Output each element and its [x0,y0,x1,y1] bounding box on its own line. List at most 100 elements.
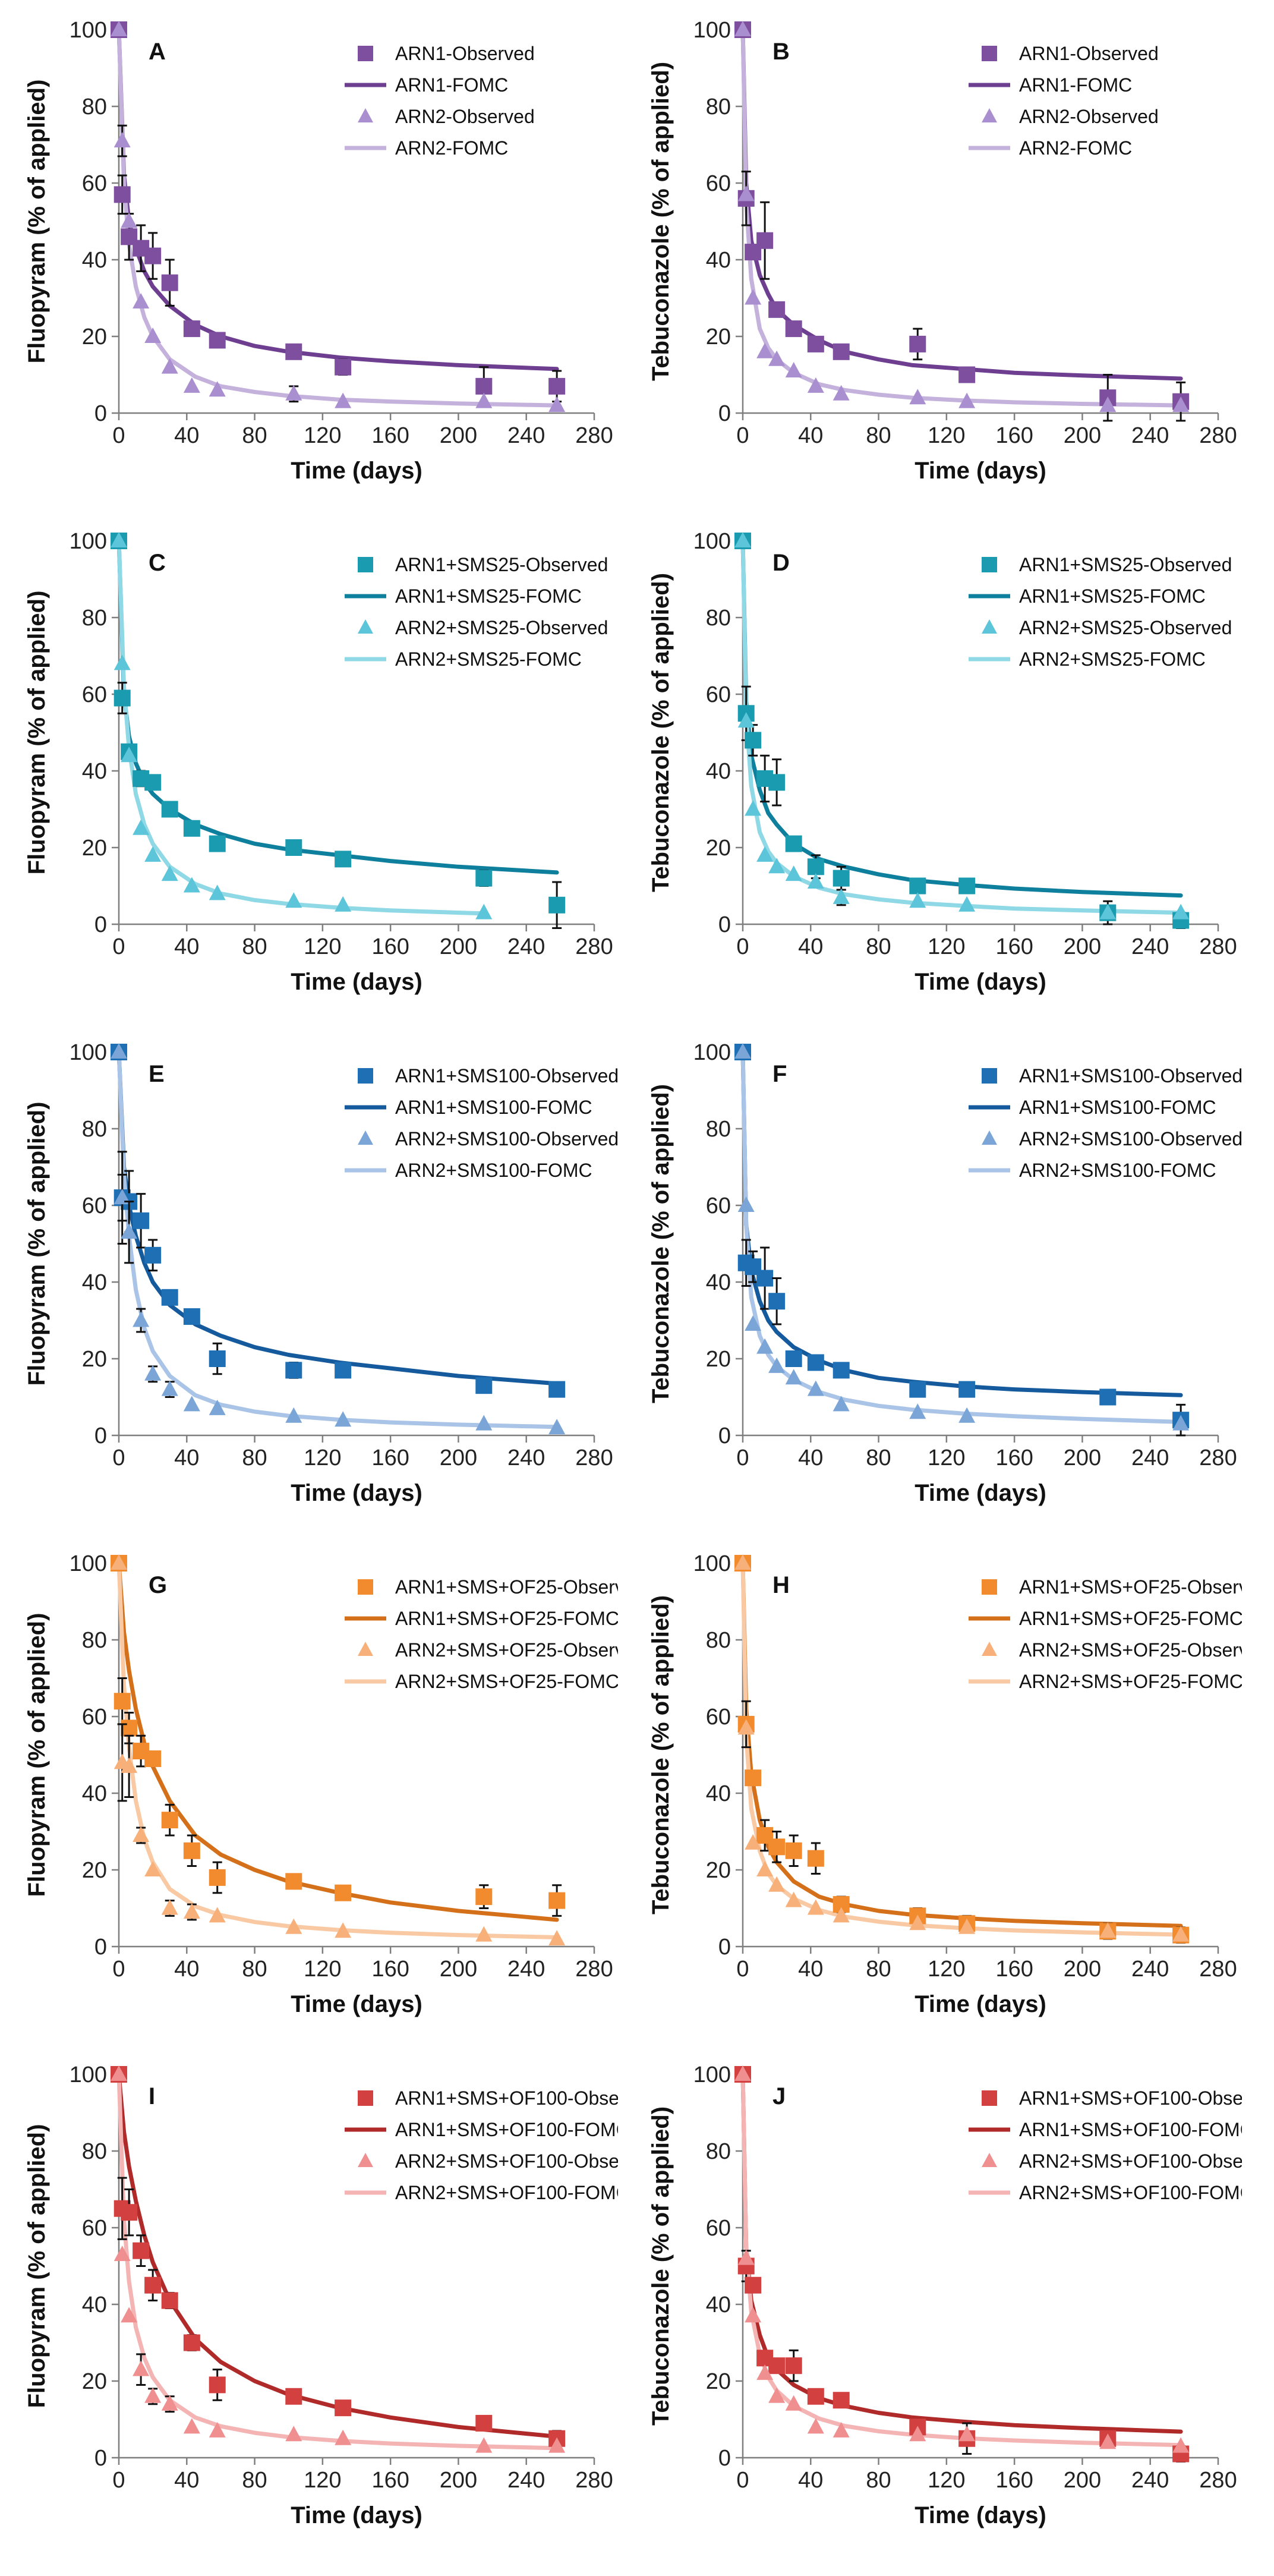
legend-label-arn2-sms-of100-fomc: ARN2+SMS+OF100-FOMC [395,2182,618,2203]
point-arn2-observed [832,385,850,401]
legend-swatch-arn2-observed [358,108,373,122]
x-tick-label: 200 [1064,1446,1101,1470]
legend-label-arn2-sms100-fomc: ARN2+SMS100-FOMC [1019,1160,1216,1181]
point-arn2-observed [133,292,150,308]
x-tick-label: 200 [1064,2468,1101,2493]
point-arn2-sms25-observed [768,858,786,874]
x-tick-label: 240 [1131,1446,1169,1470]
point-arn1-observed [183,320,200,338]
point-arn1-sms-of25-observed [209,1869,226,1886]
x-tick-label: 0 [112,2468,125,2493]
point-arn1-sms25-observed [807,858,824,876]
y-tick-label: 80 [706,1628,731,1653]
x-tick-label: 40 [798,1957,823,1982]
x-axis-title: Time (days) [914,1991,1046,2017]
point-arn1-sms100-observed [335,1362,352,1379]
y-tick-label: 40 [82,1270,107,1295]
chart-panel-h: 0 20 40 60 80 100 0 40 80 120 160 200 240 280 Time (da… [636,1545,1242,2039]
y-tick-label: 40 [706,248,731,273]
point-arn1-sms100-observed [144,1246,162,1264]
y-tick-label: 80 [82,1628,107,1653]
point-arn2-observed [909,389,926,405]
point-arn1-sms-of100-observed [832,2392,850,2409]
point-arn2-sms100-observed [768,1357,786,1373]
point-arn1-observed [832,343,850,360]
point-arn1-sms25-observed [161,801,178,818]
point-arn1-sms100-observed [133,1212,150,1229]
point-arn1-sms25-observed [768,774,786,791]
chart-panel-b: 0 20 40 60 80 100 0 40 80 120 160 200 240 280 Time (da… [636,12,1242,505]
point-arn1-sms-of100-observed [161,2292,178,2309]
point-arn1-sms-of100-observed [335,2399,352,2417]
fomc-line-arn1-sms-of25-fomc [740,1561,1183,1928]
legend-label-arn2-sms100-fomc: ARN2+SMS100-FOMC [395,1160,592,1181]
x-tick-label: 80 [242,1957,267,1982]
x-tick-label: 80 [242,2468,267,2493]
point-arn2-sms25-observed [1172,903,1190,919]
point-arn1-sms100-observed [807,1354,824,1371]
point-arn1-sms100-observed [756,1270,774,1287]
legend-label-arn2-sms25-fomc: ARN2+SMS25-FOMC [395,648,582,670]
point-arn2-sms25-observed [475,903,493,919]
legend-swatch-arn2-observed [982,108,997,122]
x-tick-label: 280 [1199,934,1237,959]
point-arn2-sms-of100-observed [335,2429,352,2445]
point-arn1-sms100-observed [832,1362,850,1379]
x-tick-label: 120 [304,2468,341,2493]
x-tick-label: 200 [1064,1957,1101,1982]
legend-label-arn2-sms-of100-fomc: ARN2+SMS+OF100-FOMC [1019,2182,1242,2203]
point-arn2-observed [161,358,178,374]
x-tick-label: 40 [174,934,199,959]
x-axis-title: Time (days) [291,1480,422,1506]
x-tick-label: 240 [507,1446,545,1470]
point-arn2-sms-of25-observed [1172,1926,1190,1942]
point-arn1-sms-of25-observed [161,1812,178,1829]
point-arn2-sms-of100-observed [1172,2437,1190,2453]
x-tick-label: 0 [736,423,749,448]
y-tick-label: 100 [70,529,107,554]
point-arn2-sms100-observed [113,1189,131,1205]
y-tick-label: 80 [706,606,731,631]
panel-letter: C [149,550,166,576]
y-tick-label: 80 [82,95,107,119]
x-tick-label: 120 [928,934,965,959]
point-arn1-sms-of25-observed [548,1892,566,1909]
point-arn1-observed [285,343,302,360]
y-axis-title: Fluopyram (% of applied) [24,1102,50,1386]
point-arn1-sms25-observed [548,896,566,914]
x-tick-label: 40 [798,1446,823,1470]
legend-swatch-arn1-sms25-observed [358,557,373,572]
y-tick-label: 80 [706,1117,731,1142]
y-tick-label: 40 [706,759,731,784]
point-arn2-sms25-observed [785,865,802,881]
point-arn1-sms100-observed [548,1381,566,1398]
chart-panel-e: 0 20 40 60 80 100 0 40 80 120 160 200 240 280 Time (da… [12,1034,618,1528]
x-axis-title: Time (days) [914,1480,1046,1506]
legend-label-arn1-sms25-observed: ARN1+SMS25-Observed [395,554,608,575]
legend-label-arn1-sms-of25-fomc: ARN1+SMS+OF25-FOMC [1019,1608,1242,1629]
point-arn2-sms100-observed [285,1407,302,1423]
point-arn1-sms-of100-observed [745,2276,762,2294]
point-arn2-observed [144,327,162,343]
y-tick-label: 60 [82,1705,107,1730]
x-tick-label: 160 [995,1446,1033,1470]
chart-g: 0 20 40 60 80 100 0 40 80 120 160 200 240 280 Time (da… [24,1551,618,2017]
point-arn1-observed [113,186,131,203]
x-tick-label: 280 [575,2468,613,2493]
point-arn1-sms100-observed [285,1362,302,1379]
y-tick-label: 80 [82,2139,107,2164]
point-arn2-sms-of100-observed [958,2426,976,2442]
legend-swatch-arn1-observed [982,46,997,61]
panel-letter: H [772,1572,790,1598]
x-tick-label: 200 [440,1446,477,1470]
legend-label-arn1-sms-of100-observed: ARN1+SMS+OF100-Observed [1019,2087,1242,2109]
x-tick-label: 200 [440,934,477,959]
point-arn1-sms-of25-observed [475,1888,493,1906]
point-arn2-sms100-observed [161,1380,178,1396]
point-arn2-sms-of25-observed [909,1914,926,1931]
y-tick-label: 0 [718,1935,731,1960]
point-arn2-sms-of100-observed [209,2421,226,2438]
point-arn2-sms100-observed [832,1396,850,1412]
point-arn2-observed [113,132,131,148]
legend-swatch-arn1-sms-of25-observed [358,1579,373,1595]
